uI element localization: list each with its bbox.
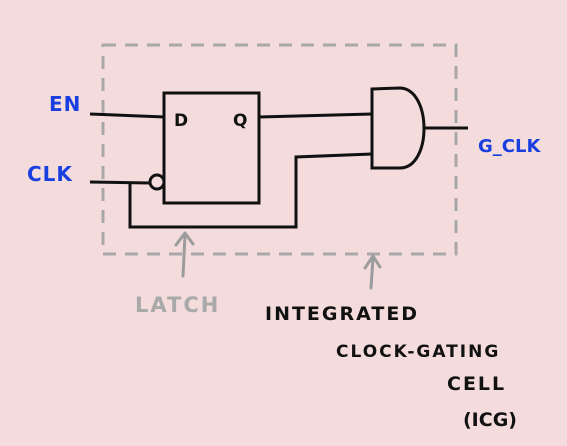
clk-label: CLK (27, 162, 73, 186)
icg-label-line4: (ICG) (463, 409, 517, 431)
and-gate (370, 86, 426, 170)
gclk-label: G_CLK (478, 136, 541, 157)
icg-boundary (101, 43, 458, 256)
q-to-and-wire (258, 112, 373, 119)
clk-wire (89, 180, 151, 185)
en-wire (89, 112, 166, 119)
icg-label-line2: CLOCK-GATING (336, 342, 500, 362)
clk-inversion-bubble (148, 173, 166, 191)
latch-d-pin-label: D (174, 111, 188, 131)
en-label: EN (49, 92, 81, 116)
icg-label-line1: INTEGRATED (265, 303, 419, 325)
icg-label-line3: CELL (447, 373, 506, 395)
latch-pointer-arrow (174, 231, 195, 278)
latch-block (162, 91, 261, 205)
clk-loop-wire (128, 152, 373, 229)
latch-q-pin-label: Q (233, 111, 247, 131)
latch-label: LATCH (135, 293, 220, 317)
icg-pointer-arrow (363, 254, 382, 290)
